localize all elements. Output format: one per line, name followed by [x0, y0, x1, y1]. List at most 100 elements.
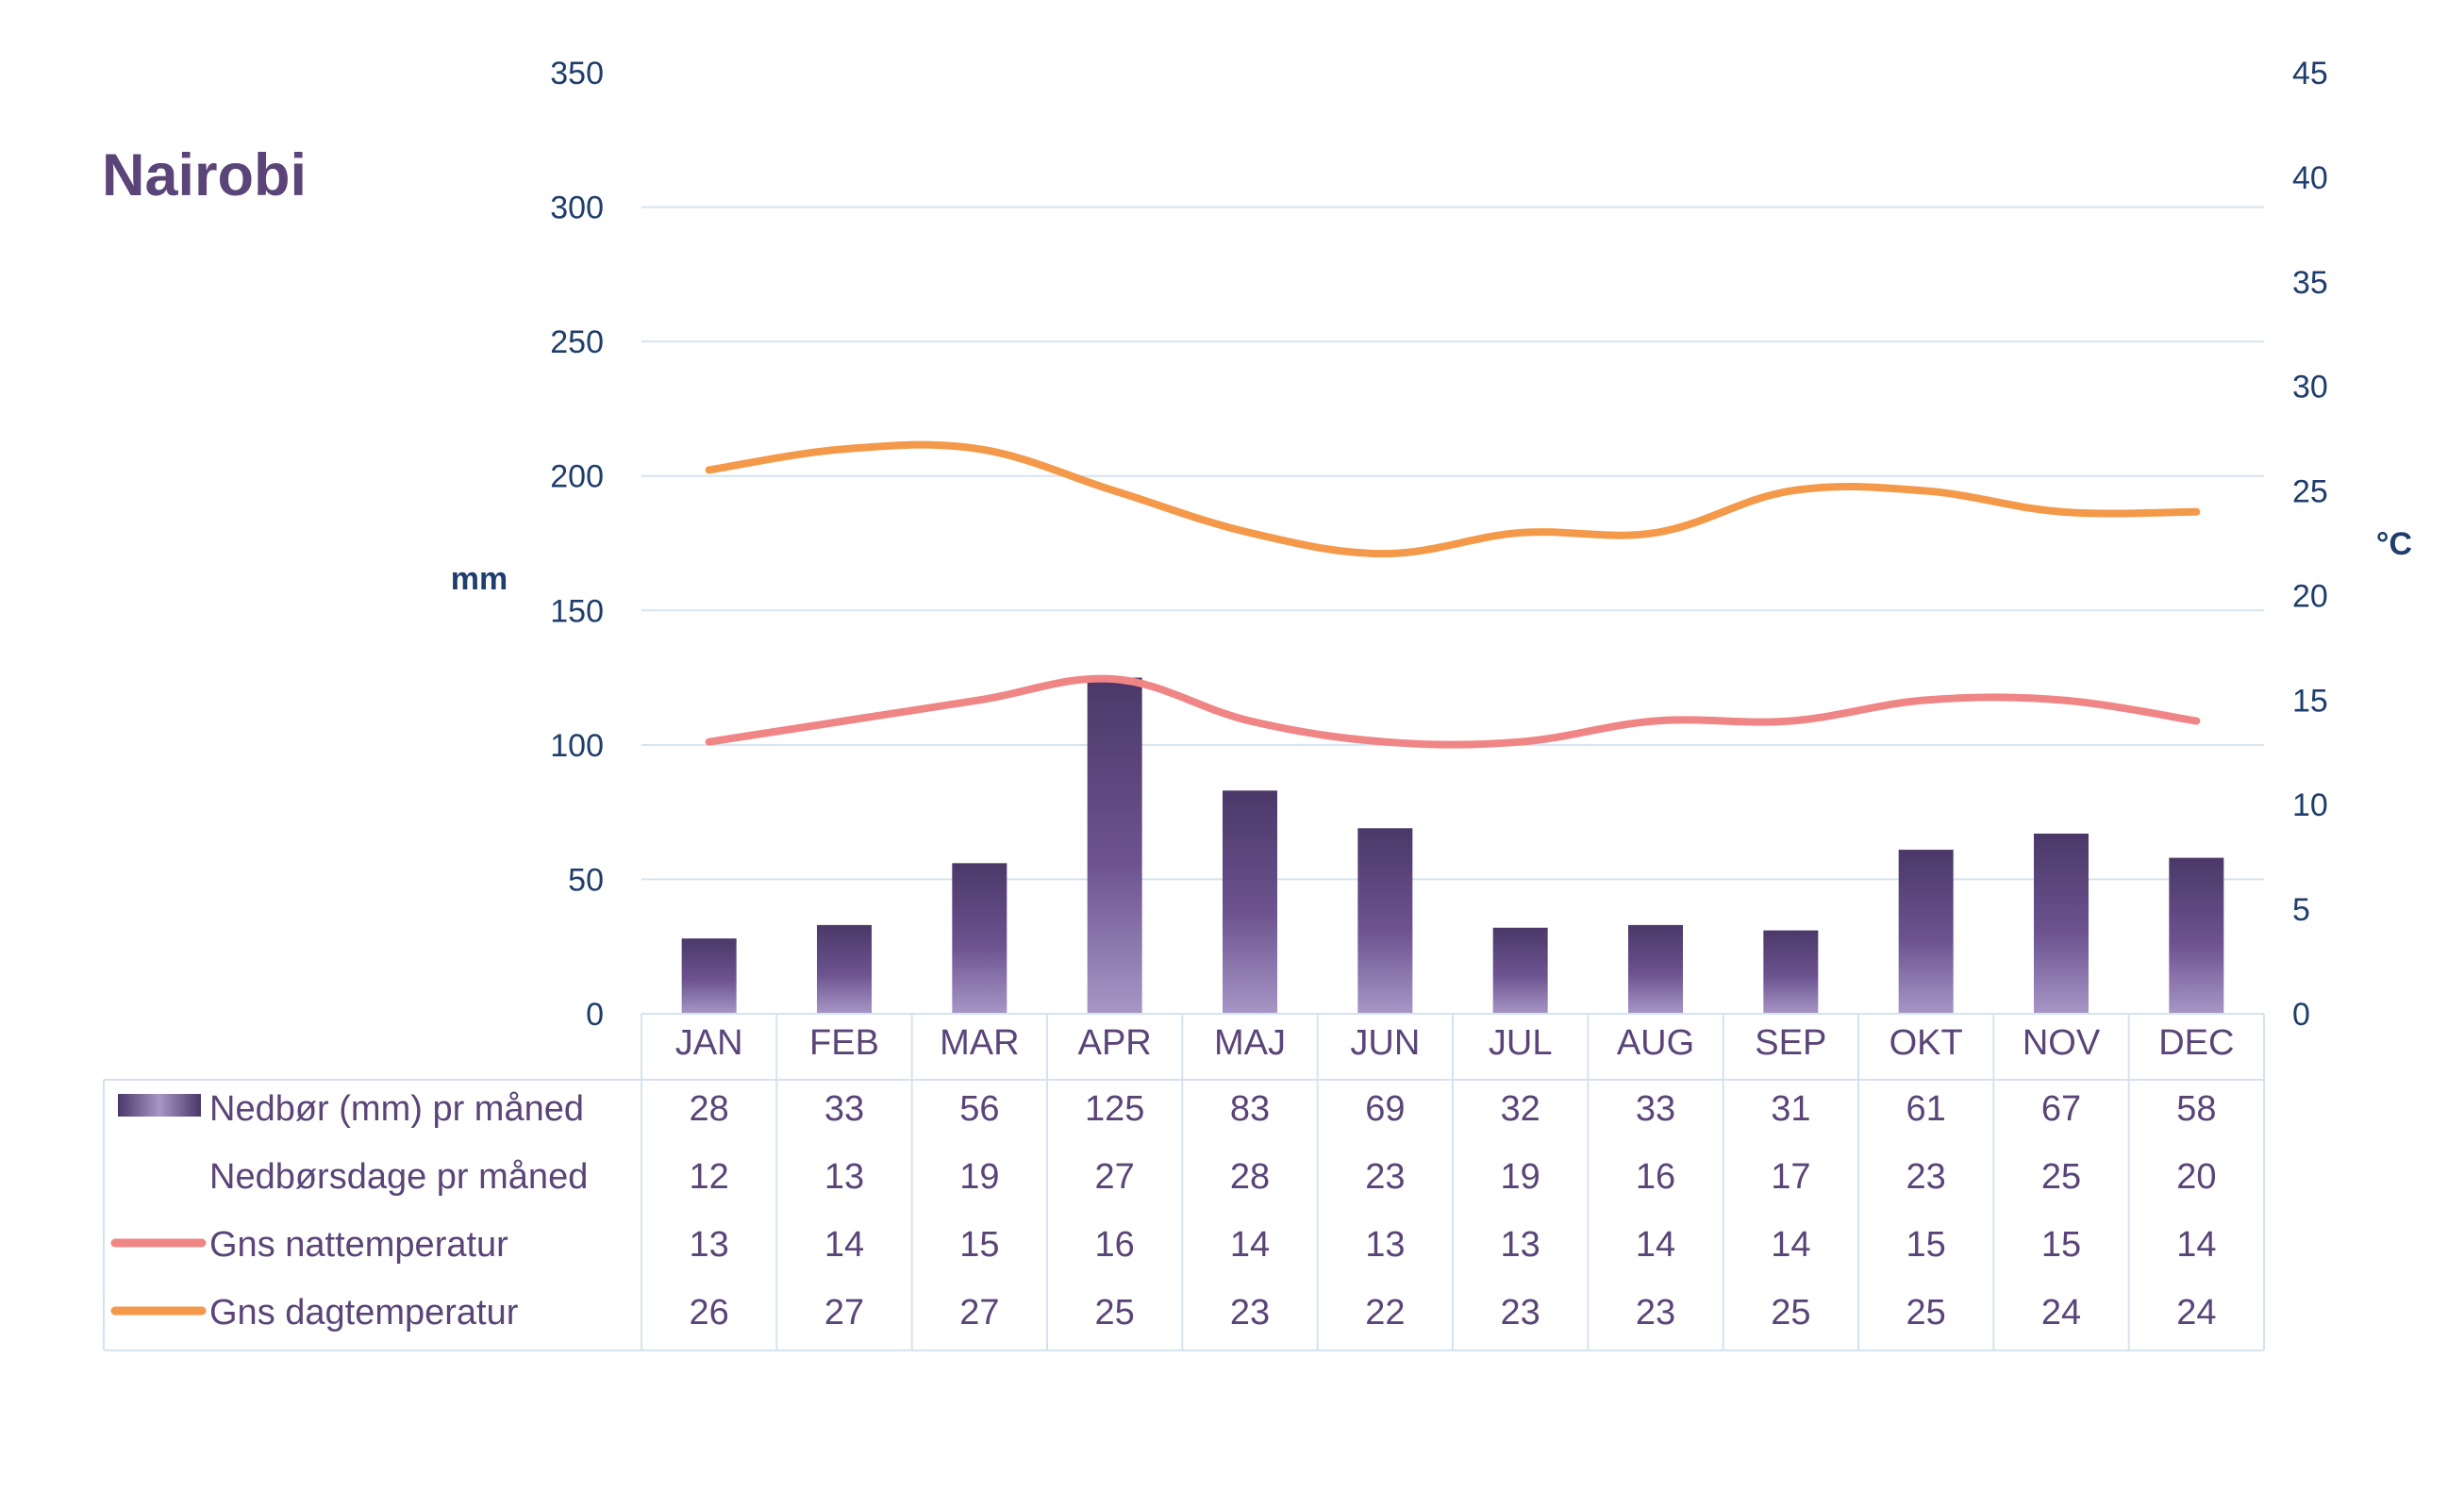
right-tick-label: 40	[2292, 160, 2328, 196]
precipitation-bar	[1763, 930, 1819, 1014]
precipitation-bars	[681, 677, 2224, 1014]
precipitation-bar	[1223, 790, 1277, 1014]
category-label: JUN	[1350, 1023, 1420, 1063]
table-cell: 125	[1085, 1089, 1144, 1129]
table-cell: 25	[1906, 1293, 1946, 1333]
table-cell: 16	[1636, 1157, 1675, 1197]
left-tick-label: 150	[550, 593, 604, 629]
table-cell: 14	[1230, 1225, 1270, 1265]
right-tick-label: 15	[2292, 683, 2328, 719]
category-label: DEC	[2158, 1023, 2234, 1063]
category-label: NOV	[2023, 1023, 2101, 1063]
table-cell: 24	[2041, 1293, 2081, 1333]
table-cell: 16	[1095, 1225, 1135, 1265]
precipitation-bar	[952, 863, 1007, 1014]
table-cell: 31	[1771, 1089, 1810, 1129]
table-cell: 69	[1365, 1089, 1405, 1129]
right-tick-label: 5	[2292, 892, 2310, 928]
category-label: AUG	[1617, 1023, 1694, 1063]
table-cell: 15	[959, 1225, 999, 1265]
left-tick-label: 350	[550, 56, 604, 91]
left-tick-label: 100	[550, 728, 604, 764]
row-label: Nedbør (mm) pr måned	[209, 1089, 584, 1129]
table-cell: 28	[1230, 1157, 1270, 1197]
right-tick-label: 45	[2292, 56, 2328, 91]
right-tick-label: 25	[2292, 474, 2328, 510]
chart-title: Nairobi	[102, 142, 307, 208]
precipitation-bar	[681, 938, 737, 1014]
row-label: Gns nattemperatur	[209, 1225, 508, 1265]
table-cell: 19	[959, 1157, 999, 1197]
category-label: JUL	[1489, 1023, 1553, 1063]
category-label: MAR	[940, 1023, 1019, 1063]
row-label: Nedbørsdage pr måned	[209, 1157, 588, 1197]
table-cell: 13	[1501, 1225, 1540, 1265]
table-cell: 26	[690, 1293, 729, 1333]
table-cell: 20	[2176, 1157, 2216, 1197]
table-cell: 13	[824, 1157, 864, 1197]
table-cell: 25	[2041, 1157, 2081, 1197]
precipitation-bar	[1357, 828, 1413, 1014]
precipitation-bar	[1492, 927, 1548, 1014]
temperature-lines	[705, 440, 2201, 749]
precipitation-bar	[817, 924, 872, 1014]
precipitation-bar	[1628, 924, 1683, 1014]
category-label: SEP	[1755, 1023, 1826, 1063]
legend-bar-swatch	[118, 1094, 201, 1117]
left-tick-label: 300	[550, 190, 604, 226]
table-cell: 15	[1906, 1225, 1946, 1265]
table-cell: 24	[2176, 1293, 2216, 1333]
table-cell: 12	[690, 1157, 729, 1197]
table-cell: 27	[959, 1293, 999, 1333]
table-cell: 13	[690, 1225, 729, 1265]
table-cell: 25	[1095, 1293, 1135, 1333]
table-cell: 23	[1906, 1157, 1946, 1197]
right-tick-label: 0	[2292, 997, 2310, 1033]
table-cell: 22	[1365, 1293, 1405, 1333]
right-tick-label: 30	[2292, 370, 2328, 406]
data-table: JAN FEB MAR APR MAJ JUN JUL AUG SEP OKT NOV DEC Nedb…	[103, 1013, 2265, 1351]
precipitation-bar	[1087, 677, 1142, 1014]
table-cell: 14	[1636, 1225, 1675, 1265]
table-cell: 13	[1365, 1225, 1405, 1265]
precipitation-bar	[1898, 850, 1954, 1014]
right-axis-label: °C	[2376, 526, 2412, 562]
grid-lines	[641, 206, 2264, 881]
table-cell: 33	[1636, 1089, 1675, 1129]
night-temperature-line	[705, 674, 2201, 749]
table-cell: 32	[1501, 1089, 1540, 1129]
right-tick-label: 10	[2292, 787, 2328, 823]
table-cell: 27	[1095, 1157, 1135, 1197]
precipitation-bar	[2169, 857, 2224, 1014]
right-tick-label: 35	[2292, 265, 2328, 301]
category-label: APR	[1078, 1023, 1152, 1063]
left-tick-label: 200	[550, 459, 604, 495]
table-cell: 61	[1906, 1089, 1946, 1129]
left-tick-label: 0	[586, 997, 604, 1033]
right-tick-label: 20	[2292, 578, 2328, 614]
row-label: Gns dagtemperatur	[209, 1293, 519, 1333]
category-label: JAN	[675, 1023, 743, 1063]
category-label: FEB	[809, 1023, 879, 1063]
left-tick-label: 250	[550, 324, 604, 360]
category-label: MAJ	[1214, 1023, 1286, 1063]
precipitation-bar	[2034, 833, 2089, 1014]
table-cell: 23	[1636, 1293, 1675, 1333]
table-cell: 67	[2041, 1089, 2081, 1129]
table-cell: 28	[690, 1089, 729, 1129]
table-cell: 15	[2041, 1225, 2081, 1265]
table-cell: 17	[1771, 1157, 1810, 1197]
table-cell: 14	[2176, 1225, 2216, 1265]
table-cell: 14	[824, 1225, 864, 1265]
table-cell: 25	[1771, 1293, 1810, 1333]
left-axis-label: mm	[451, 561, 508, 597]
table-cell: 23	[1501, 1293, 1540, 1333]
table-cell: 56	[959, 1089, 999, 1129]
table-cell: 58	[2176, 1089, 2216, 1129]
day-temperature-line	[705, 440, 2201, 558]
table-cell: 14	[1771, 1225, 1810, 1265]
left-axis-ticks: 0 50 100 150 200 250 300 350	[550, 56, 604, 1033]
right-axis-ticks: 0 5 10 15 20 25 30 35 40 45	[2292, 56, 2328, 1033]
